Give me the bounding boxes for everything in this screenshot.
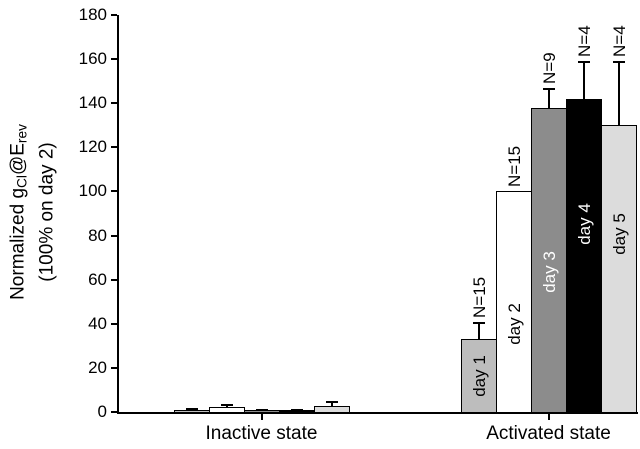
bar-day-5-inactive bbox=[314, 406, 350, 413]
x-category-label: Activated state bbox=[486, 423, 611, 444]
y-axis-tick-label: 40 bbox=[88, 313, 107, 333]
bar-day-4-activated bbox=[566, 98, 602, 413]
error-bar-day-1-activated bbox=[478, 321, 480, 340]
y-axis-subscript-rev: rev bbox=[14, 124, 30, 144]
bar-day-label-day-1-activated: day 1 bbox=[470, 354, 489, 397]
error-cap-day-3-activated bbox=[543, 87, 555, 90]
x-axis-tick bbox=[260, 414, 263, 420]
y-axis-tick-label: 80 bbox=[88, 225, 107, 245]
y-axis-tick-label: 120 bbox=[78, 137, 107, 157]
y-axis-tick bbox=[111, 278, 117, 281]
x-axis-line bbox=[117, 412, 638, 414]
n-count-label-day-2-activated: N=15 bbox=[505, 146, 524, 188]
y-axis-subscript-cl: Cl bbox=[14, 175, 30, 188]
x-axis-tick bbox=[547, 414, 550, 420]
y-axis-tick bbox=[111, 234, 117, 237]
error-bar-day-5-activated bbox=[618, 61, 620, 126]
bar-day-label-day-2-activated: day 2 bbox=[505, 302, 524, 345]
y-axis-tick bbox=[111, 366, 117, 369]
error-cap-day-5-inactive bbox=[326, 401, 338, 404]
bar-day-label-day-4-activated: day 4 bbox=[575, 203, 594, 245]
x-category-label: Inactive state bbox=[205, 423, 318, 444]
n-count-label-day-1-activated: N=15 bbox=[470, 276, 489, 318]
error-cap-day-3-inactive bbox=[256, 409, 268, 412]
error-cap-day-1-inactive bbox=[186, 408, 198, 411]
y-axis-tick-label: 20 bbox=[88, 357, 107, 377]
y-axis-title-line2: (100% on day 2) bbox=[37, 142, 58, 282]
y-axis-tick bbox=[111, 102, 117, 105]
y-axis-title-mid: @E bbox=[7, 143, 29, 176]
y-axis-tick bbox=[111, 146, 117, 149]
error-cap-day-1-activated bbox=[473, 321, 485, 324]
bar-day-label-day-5-activated: day 5 bbox=[610, 213, 629, 256]
y-axis-tick-label: 60 bbox=[88, 269, 107, 289]
error-cap-day-2-inactive bbox=[221, 403, 233, 406]
bar-day-5-activated bbox=[601, 125, 637, 413]
y-axis-tick bbox=[111, 190, 117, 193]
error-cap-day-5-activated bbox=[613, 61, 625, 64]
error-bar-day-3-activated bbox=[548, 87, 550, 108]
n-count-label-day-5-activated: N=4 bbox=[610, 25, 629, 58]
y-axis-tick-label: 140 bbox=[78, 93, 107, 113]
n-count-label-day-4-activated: N=4 bbox=[575, 25, 594, 58]
y-axis-tick-label: 0 bbox=[97, 402, 107, 421]
y-axis-tick bbox=[111, 322, 117, 325]
bar-day-label-day-3-activated: day 3 bbox=[540, 251, 559, 293]
bar-day-2-inactive bbox=[209, 406, 245, 413]
error-bar-day-5-inactive bbox=[331, 401, 333, 407]
bar-day-1-activated bbox=[461, 339, 497, 413]
y-axis-tick bbox=[111, 14, 117, 16]
n-count-label-day-3-activated: N=9 bbox=[540, 52, 559, 84]
bar-day-1-inactive bbox=[174, 409, 210, 413]
error-bar-day-4-activated bbox=[583, 61, 585, 99]
y-axis-title-text: Normalized g bbox=[7, 187, 29, 300]
y-axis-line bbox=[117, 15, 119, 414]
y-axis-tick-label: 180 bbox=[78, 5, 107, 24]
error-cap-day-4-activated bbox=[578, 61, 590, 64]
y-axis-tick bbox=[111, 58, 117, 61]
y-axis-tick-label: 160 bbox=[78, 49, 107, 69]
bar-day-2-activated bbox=[496, 191, 532, 413]
error-cap-day-4-inactive bbox=[291, 408, 303, 411]
y-axis-tick bbox=[111, 411, 117, 413]
y-axis-title-line1: Normalized gCl@Erev bbox=[4, 124, 33, 300]
bar-day-3-activated bbox=[531, 107, 567, 413]
y-axis-tick-label: 100 bbox=[78, 181, 107, 201]
y-axis-title: Normalized gCl@Erev (100% on day 2) bbox=[4, 124, 63, 300]
